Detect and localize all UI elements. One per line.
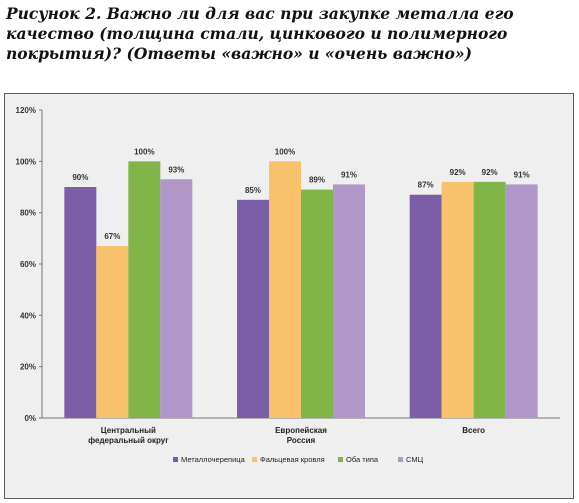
bar <box>333 184 365 418</box>
bar <box>505 184 538 418</box>
legend-swatch <box>338 457 343 462</box>
bar <box>96 246 129 418</box>
y-tick-label: 100% <box>16 157 36 166</box>
bar <box>237 199 269 418</box>
data-label: 85% <box>245 186 261 195</box>
data-label: 92% <box>482 168 498 177</box>
bar <box>269 161 301 419</box>
data-label: 93% <box>168 165 184 174</box>
legend-label: Оба типа <box>346 455 379 464</box>
bar <box>301 189 333 418</box>
legend-label: Металлочерепица <box>181 455 246 464</box>
bar <box>128 161 161 419</box>
category-label: Центральный <box>101 426 156 435</box>
data-label: 90% <box>72 173 88 182</box>
y-tick-label: 60% <box>20 260 36 269</box>
category-label: Россия <box>287 436 316 445</box>
legend-swatch <box>252 457 257 462</box>
y-tick-label: 0% <box>24 414 36 423</box>
y-tick-label: 40% <box>20 311 36 320</box>
y-tick-label: 120% <box>16 106 36 115</box>
legend-label: СМЦ <box>406 455 424 464</box>
legend-swatch <box>173 457 178 462</box>
bar <box>409 194 442 418</box>
category-label: федеральный округ <box>88 436 169 445</box>
data-label: 89% <box>309 176 325 185</box>
data-label: 91% <box>341 170 357 179</box>
data-label: 100% <box>275 147 295 156</box>
data-label: 92% <box>450 168 466 177</box>
data-label: 100% <box>134 147 154 156</box>
legend-swatch <box>398 457 403 462</box>
y-tick-label: 20% <box>20 363 36 372</box>
data-label: 87% <box>418 181 434 190</box>
legend-label: Фальцевая кровля <box>260 455 325 464</box>
category-label: Европейская <box>275 426 327 435</box>
bar <box>473 181 506 418</box>
data-label: 91% <box>514 170 530 179</box>
bar <box>64 187 97 418</box>
y-tick-label: 80% <box>20 209 36 218</box>
figure-caption: Рисунок 2. Важно ли для вас при закупке … <box>6 4 514 63</box>
category-label: Всего <box>462 426 485 435</box>
bar <box>160 179 193 418</box>
bar <box>441 181 474 418</box>
data-label: 67% <box>104 232 120 241</box>
